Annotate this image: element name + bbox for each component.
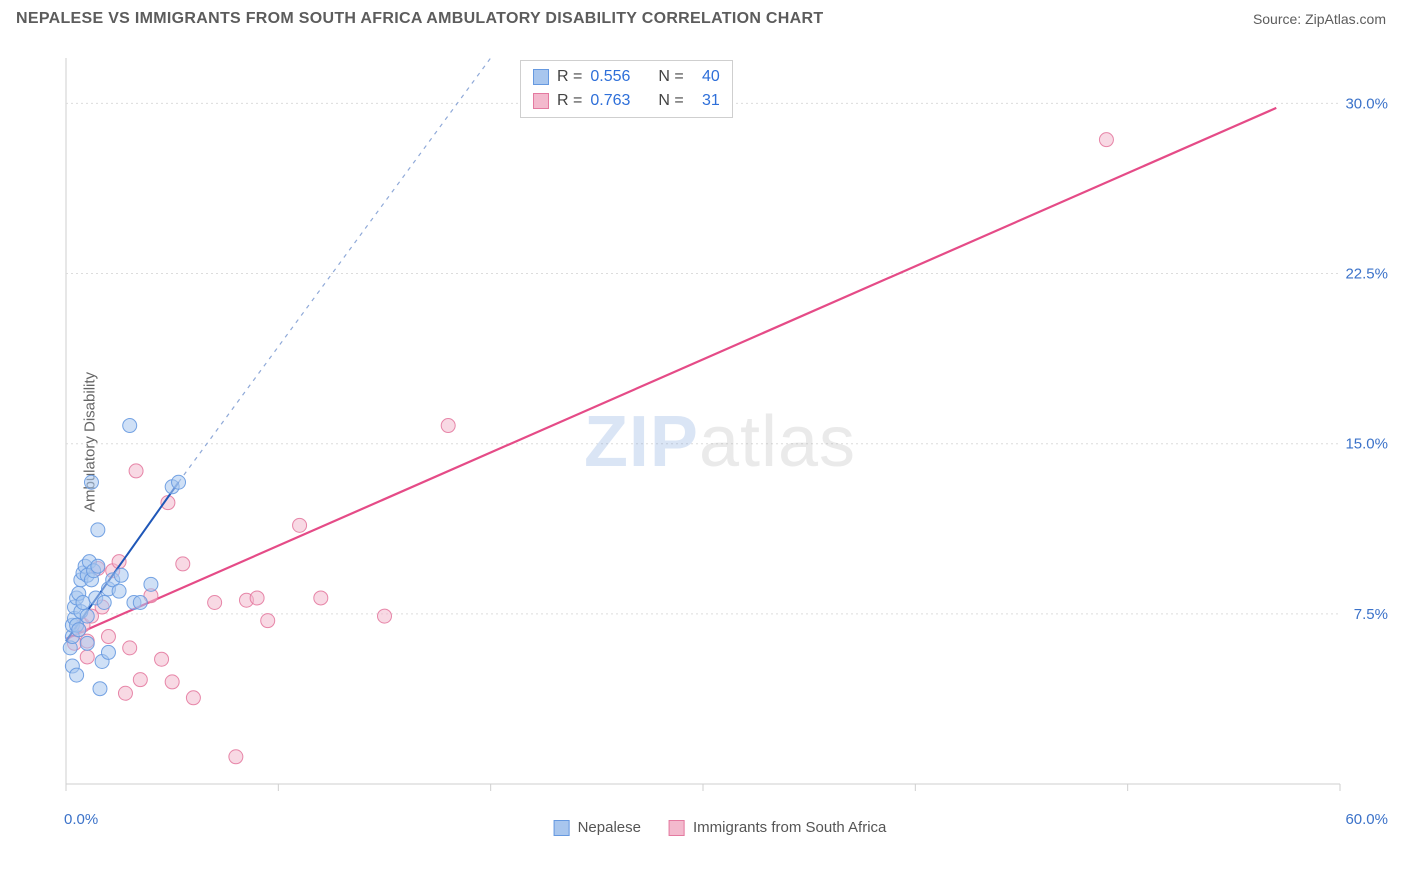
chart-area: Ambulatory Disability 7.5%15.0%22.5%30.0… <box>50 48 1390 836</box>
correlation-legend-row: R = 0.763 N = 31 <box>533 89 720 113</box>
n-value: 31 <box>692 89 720 113</box>
scatter-plot: 7.5% 15.0% 22.5% 30.0% 0.0% 60.0% <box>50 48 1390 836</box>
r-label: R = <box>557 65 582 89</box>
svg-text:30.0%: 30.0% <box>1345 95 1388 112</box>
svg-text:15.0%: 15.0% <box>1345 436 1388 453</box>
chart-title: NEPALESE VS IMMIGRANTS FROM SOUTH AFRICA… <box>16 10 823 28</box>
svg-text:22.5%: 22.5% <box>1345 266 1388 283</box>
legend-swatch <box>669 820 685 836</box>
n-label: N = <box>658 65 683 89</box>
header: NEPALESE VS IMMIGRANTS FROM SOUTH AFRICA… <box>0 0 1406 34</box>
svg-text:7.5%: 7.5% <box>1354 606 1388 623</box>
r-label: R = <box>557 89 582 113</box>
svg-text:60.0%: 60.0% <box>1345 811 1388 828</box>
source-attribution: Source: ZipAtlas.com <box>1253 11 1386 27</box>
legend-item: Immigrants from South Africa <box>669 819 886 836</box>
legend-swatch <box>554 820 570 836</box>
n-label: N = <box>658 89 683 113</box>
correlation-legend-row: R = 0.556 N = 40 <box>533 65 720 89</box>
legend-label: Nepalese <box>578 819 641 836</box>
legend-item: Nepalese <box>554 819 641 836</box>
r-value: 0.556 <box>590 65 630 89</box>
n-value: 40 <box>692 65 720 89</box>
svg-text:0.0%: 0.0% <box>64 811 98 828</box>
r-value: 0.763 <box>590 89 630 113</box>
series-legend: Nepalese Immigrants from South Africa <box>554 819 887 836</box>
correlation-legend: R = 0.556 N = 40 R = 0.763 N = 31 <box>520 60 733 118</box>
source-prefix: Source: <box>1253 11 1305 27</box>
legend-label: Immigrants from South Africa <box>693 819 886 836</box>
source-link[interactable]: ZipAtlas.com <box>1305 11 1386 27</box>
legend-swatch <box>533 69 549 85</box>
legend-swatch <box>533 93 549 109</box>
